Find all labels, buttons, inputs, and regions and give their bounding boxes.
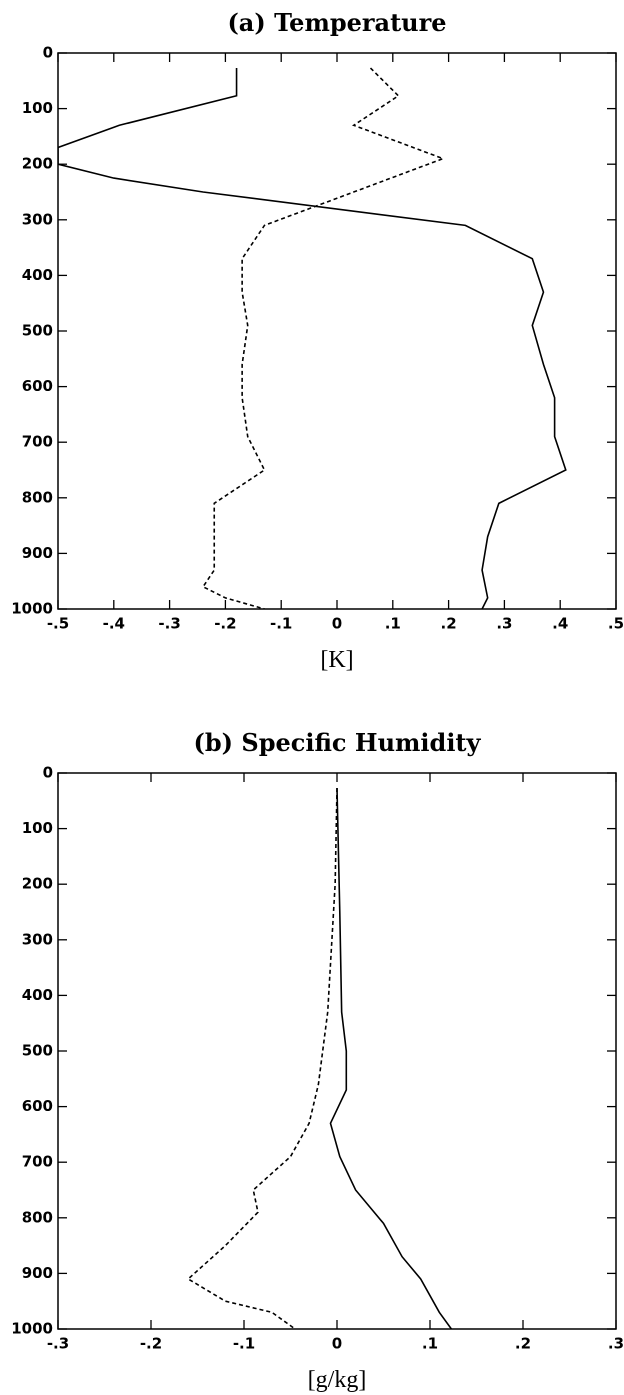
y-tick-label: 700: [22, 433, 53, 451]
x-tick-label: .5: [608, 615, 624, 633]
y-tick-label: 900: [22, 544, 53, 562]
y-tick-label: 500: [22, 1042, 53, 1060]
y-tick-label: 300: [22, 210, 53, 228]
y-tick-label: 0: [43, 44, 53, 62]
x-tick-label: -.1: [233, 1335, 255, 1353]
x-tick-label: -.2: [214, 615, 236, 633]
y-tick-label: 200: [22, 875, 53, 893]
x-tick-label: 0: [332, 615, 342, 633]
profile-line: [186, 787, 338, 1329]
x-tick-label: -.1: [270, 615, 292, 633]
y-tick-label: 1000: [11, 1320, 53, 1338]
profile-line: [201, 67, 446, 609]
y-tick-label: 400: [22, 266, 53, 284]
x-tick-label: -.3: [158, 615, 180, 633]
y-tick-label: 800: [22, 488, 53, 506]
plot-frame: [57, 772, 617, 1330]
x-tick-label: -.2: [140, 1335, 162, 1353]
profile-line: [58, 68, 567, 609]
x-tick-label: .3: [496, 615, 512, 633]
plot-frame: [57, 52, 617, 610]
x-tick-label: -.5: [47, 615, 69, 633]
y-tick-label: 600: [22, 377, 53, 395]
y-tick-label: 300: [22, 930, 53, 948]
x-axis-label: [g/kg]: [308, 1367, 367, 1393]
chart-title: (b) Specific Humidity: [194, 728, 482, 757]
x-tick-label: .2: [515, 1335, 531, 1353]
y-tick-label: 100: [22, 819, 53, 837]
y-tick-label: 200: [22, 155, 53, 173]
y-tick-label: 500: [22, 322, 53, 340]
y-tick-label: 800: [22, 1208, 53, 1226]
x-tick-label: 0: [332, 1335, 342, 1353]
profile-line: [329, 787, 453, 1329]
y-tick-label: 600: [22, 1097, 53, 1115]
x-tick-label: -.4: [103, 615, 125, 633]
panel: (b) Specific Humidity [g/kg] -.3 -.2 -.1 0 .1.…: [11, 728, 624, 1393]
x-tick-label: .4: [552, 615, 568, 633]
panel: (a) Temperature [K] -.5 -.4 -.3 -.2 -.1 0 .1 .2 .3…: [11, 8, 624, 673]
y-tick-label: 700: [22, 1153, 53, 1171]
x-tick-label: .3: [608, 1335, 624, 1353]
y-tick-label: 400: [22, 986, 53, 1004]
y-tick-label: 900: [22, 1264, 53, 1282]
y-tick-label: 0: [43, 764, 53, 782]
x-tick-label: .1: [422, 1335, 438, 1353]
x-tick-label: -.3: [47, 1335, 69, 1353]
y-tick-label: 1000: [11, 600, 53, 618]
x-tick-label: .1: [385, 615, 401, 633]
x-axis-label: [K]: [320, 647, 353, 673]
chart-title: (a) Temperature: [227, 8, 446, 37]
x-tick-label: .2: [441, 615, 457, 633]
y-tick-label: 100: [22, 99, 53, 117]
